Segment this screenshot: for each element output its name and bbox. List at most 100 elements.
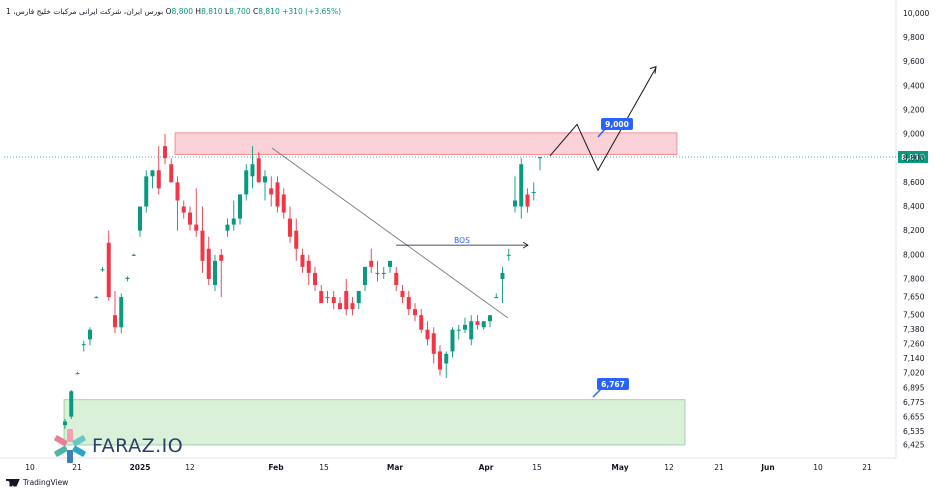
price-tick-label: 9,600 (903, 57, 925, 66)
tradingview-footer[interactable]: TradingView (6, 478, 68, 487)
candle (413, 303, 417, 322)
time-tick-label: 21 (72, 463, 82, 472)
candle (200, 206, 205, 273)
candle (300, 248, 305, 273)
candle (519, 158, 524, 219)
low-label: L (224, 7, 230, 16)
candle (88, 327, 92, 346)
candle (425, 321, 430, 346)
chart-annotations: BOS (271, 65, 657, 319)
candle-body (338, 303, 342, 310)
candle (475, 315, 480, 330)
candle-body (488, 315, 492, 322)
low-value: 8,700 (229, 7, 251, 16)
candle-body (206, 248, 211, 279)
candle-body (506, 254, 511, 256)
price-tick-label: 7,380 (903, 325, 925, 334)
callout-pointer (597, 128, 606, 138)
candle (288, 206, 292, 243)
bos-label: BOS (454, 236, 470, 245)
candle (100, 266, 105, 272)
candle-body (356, 291, 361, 304)
candle (344, 278, 349, 316)
price-tick-label: 7,140 (903, 354, 925, 363)
candle-body (344, 291, 349, 310)
candle (150, 170, 155, 189)
symbol-name[interactable]: بورس ایران، شرکت ایرانی مرکبات خلیج فارس… (6, 7, 164, 16)
candles (63, 134, 542, 429)
candle-body (106, 242, 111, 298)
candle (281, 188, 286, 219)
candle (525, 188, 530, 213)
time-tick-label: Apr (479, 463, 494, 472)
candle-body (388, 260, 392, 267)
chart-legend: بورس ایران، شرکت ایرانی مرکبات خلیج فارس… (6, 7, 341, 16)
candle (63, 419, 67, 429)
candle-body (513, 200, 517, 207)
time-tick-label: Feb (268, 463, 284, 472)
candle-body (294, 230, 299, 249)
candle-body (469, 321, 474, 340)
support-zone (63, 399, 686, 446)
candle (219, 248, 224, 298)
target-label: 9,000 (597, 118, 633, 138)
candle-body (538, 157, 542, 159)
candle-body (194, 224, 199, 231)
candle-body (88, 329, 92, 340)
candle-body (450, 329, 455, 352)
candle-body (94, 297, 99, 299)
chart-grid (0, 0, 897, 459)
candle-body (300, 254, 305, 267)
candle (450, 327, 455, 358)
candle-body (438, 351, 442, 370)
candle-body (413, 309, 417, 316)
open-label: O (165, 7, 172, 16)
candle-body (525, 194, 530, 207)
candle-body (213, 260, 217, 285)
candle-body (406, 297, 411, 310)
candle-body (200, 230, 205, 261)
candle-body (494, 297, 499, 299)
candle (469, 315, 474, 346)
candle (256, 152, 261, 183)
candle-body (306, 260, 311, 273)
projection-arrow-icon (649, 65, 657, 74)
descending-trendline (271, 147, 509, 319)
candle-body (169, 164, 174, 183)
price-tick-label: 6,535 (903, 427, 925, 436)
candle (306, 254, 311, 285)
candle (269, 176, 274, 207)
price-tick-label: 8,000 (903, 250, 925, 259)
candle-body (269, 188, 274, 195)
candle-body (125, 277, 130, 279)
brand-name: TradingView (23, 478, 69, 487)
candle (206, 236, 211, 285)
candle (131, 253, 136, 257)
candle (400, 285, 405, 304)
candle (231, 200, 236, 231)
candle-body (375, 272, 380, 274)
last-price-tag-text: 8,810 (901, 153, 925, 162)
price-tick-label: 9,400 (903, 81, 925, 90)
candle-body (275, 182, 280, 207)
candle-body (350, 303, 355, 310)
annotation-labels: 9,000 6,767 8,810 (592, 118, 928, 398)
candle-body (288, 218, 292, 237)
price-tick-label: 7,650 (903, 293, 925, 302)
candle (106, 230, 111, 301)
candle-body (381, 272, 386, 274)
candle (363, 266, 367, 292)
candle-body (331, 297, 336, 304)
time-axis: 10 21 2025 12 Feb 15 Mar Apr 15 May 12 21 Jun 10 21 (25, 463, 872, 472)
price-tick-label: 8,400 (903, 202, 925, 211)
candle (275, 176, 280, 213)
change-value: +310 (+3.65%) (282, 7, 342, 16)
candle-body (144, 176, 149, 207)
price-tick-label: 8,200 (903, 226, 925, 235)
candle (263, 170, 267, 201)
price-tick-label: 9,000 (903, 130, 925, 139)
candle-body (419, 315, 424, 330)
candle-body (431, 333, 436, 354)
callout-box (601, 118, 633, 130)
